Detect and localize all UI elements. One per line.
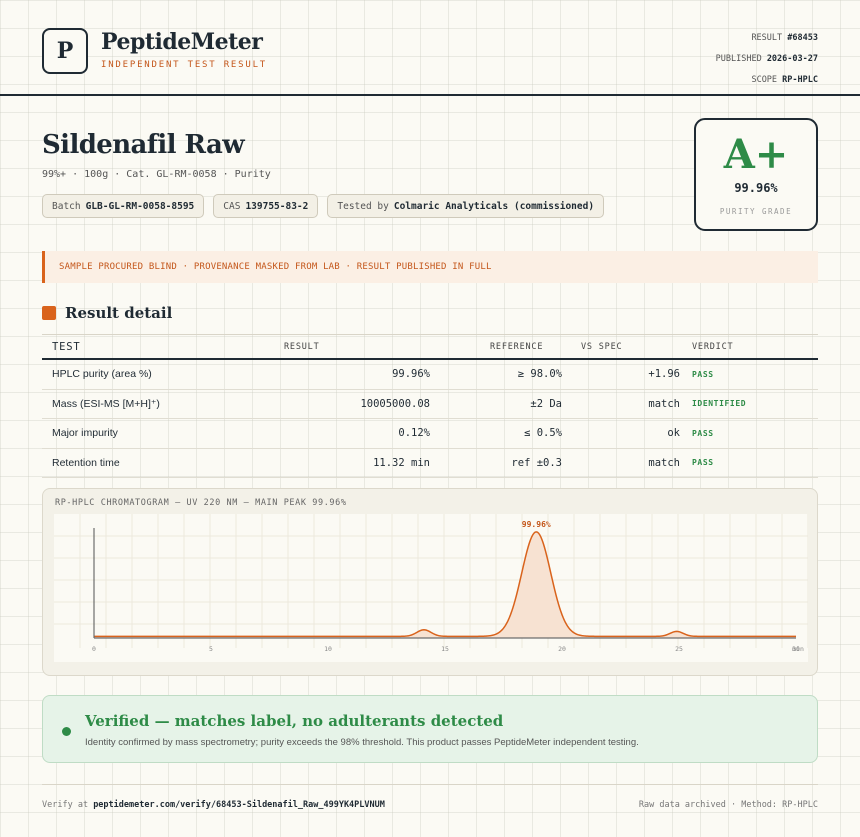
cell-result: 0.12% [398, 427, 430, 440]
result-detail-heading: Result detail [42, 304, 172, 322]
footer-verify: Verify at peptidemeter.com/verify/68453-… [42, 800, 385, 810]
verified-title: Verified — matches label, no adulterants… [85, 712, 504, 730]
report-header: P PeptideMeter INDEPENDENT TEST RESULT R… [0, 0, 860, 96]
table-row: Mass (ESI-MS [M+H]⁺) 10005000.08 ±2 Da m… [42, 390, 818, 419]
table-row: Major impurity 0.12% ≤ 0.5% ok PASS [42, 419, 818, 449]
cell-test: Major impurity [52, 427, 118, 440]
cell-verdict: PASS [692, 369, 714, 379]
result-number: #68453 [787, 33, 818, 43]
published-label: PUBLISHED [715, 54, 762, 64]
header-reference: REFERENCE [490, 341, 544, 352]
cell-reference: ref ±0.3 [511, 456, 562, 469]
cell-reference: ≥ 98.0% [517, 368, 562, 381]
cas-label: CAS [223, 200, 241, 212]
brand-logo: P [42, 28, 88, 74]
x-tick-label: 25 [675, 645, 683, 653]
peak-label: 99.96% [522, 520, 551, 529]
x-tick-label: 0 [92, 645, 96, 653]
cell-vs-spec: match [648, 397, 680, 410]
verified-dot-icon [62, 727, 71, 736]
x-tick-label: 10 [324, 645, 332, 653]
tested-by-chip: Tested by Colmaric Analyticals (commissio… [327, 194, 605, 218]
table-row: Retention time 11.32 min ref ±0.3 match … [42, 449, 818, 478]
batch-chip: Batch GLB-GL-RM-0058-8595 [42, 194, 205, 218]
header-vs-spec: VS SPEC [581, 341, 623, 352]
cell-test: HPLC purity (area %) [52, 368, 152, 381]
brand-name: PeptideMeter [101, 29, 263, 55]
cell-test: Mass (ESI-MS [M+H]⁺) [52, 397, 160, 410]
cell-verdict: PASS [692, 458, 714, 468]
chromatogram-card: RP-HPLC CHROMATOGRAM — UV 220 NM — MAIN … [42, 488, 818, 676]
chromatogram-line [94, 531, 796, 638]
x-tick-label: 15 [441, 645, 449, 653]
cell-reference: ≤ 0.5% [524, 427, 562, 440]
verified-panel: Verified — matches label, no adulterants… [42, 695, 818, 763]
grade-label: PURITY GRADE [719, 207, 793, 216]
cell-vs-spec: match [648, 456, 680, 469]
verified-text: Identity confirmed by mass spectrometry;… [85, 737, 639, 748]
scope-label: SCOPE [751, 75, 778, 85]
header-verdict: VERDICT [692, 341, 734, 352]
cell-result: 10005000.08 [360, 397, 430, 410]
cell-test: Retention time [52, 456, 120, 469]
footer-archive-note: Raw data archived · Method: RP-HPLC [638, 800, 818, 810]
x-tick-label: 20 [558, 645, 566, 653]
grade-value: 99.96% [734, 181, 778, 195]
purity-grade-card: A+ 99.96% PURITY GRADE [694, 118, 818, 231]
tested-label: Tested by [337, 200, 389, 212]
header-test: TEST [52, 340, 81, 353]
x-unit-label: min [792, 645, 804, 653]
cell-vs-spec: ok [667, 427, 680, 440]
result-meta: RESULT #68453 PUBLISHED 2026-03-27 SCOPE… [716, 28, 818, 91]
batch-value: GLB-GL-RM-0058-8595 [85, 200, 195, 212]
results-table: TEST RESULT REFERENCE VS SPEC VERDICT HP… [42, 334, 818, 478]
tested-value: Colmaric Analyticals (commissioned) [393, 200, 595, 212]
verify-link[interactable]: peptidemeter.com/verify/68453-Sildenafil… [93, 800, 385, 810]
table-row: HPLC purity (area %) 99.96% ≥ 98.0% +1.9… [42, 360, 818, 390]
cell-reference: ±2 Da [530, 397, 562, 410]
chart-title: RP-HPLC CHROMATOGRAM — UV 220 NM — MAIN … [55, 498, 347, 508]
scope-value: RP-HPLC [782, 75, 818, 85]
published-date: 2026-03-27 [766, 54, 818, 64]
table-header: TEST RESULT REFERENCE VS SPEC VERDICT [42, 334, 818, 360]
verify-label: Verify at [42, 800, 89, 810]
product-subline: 99%+ · 100g · Cat. GL-RM-0058 · Purity [42, 169, 271, 180]
header-result: RESULT [284, 341, 320, 352]
procurement-banner: SAMPLE PROCURED BLIND · PROVENANCE MASKE… [42, 251, 818, 283]
footer-divider [42, 784, 818, 785]
cell-result: 99.96% [392, 368, 430, 381]
x-tick-label: 30 [792, 645, 800, 653]
product-chips: Batch GLB-GL-RM-0058-8595 CAS 139755-83-2 … [42, 194, 605, 218]
cell-result: 11.32 min [373, 456, 430, 469]
cas-chip: CAS 139755-83-2 [213, 194, 319, 218]
x-tick-label: 5 [209, 645, 213, 653]
grade-letter: A+ [723, 131, 789, 178]
cas-value: 139755-83-2 [245, 200, 309, 212]
section-marker-icon [42, 306, 56, 320]
result-label: RESULT [751, 33, 783, 43]
batch-label: Batch [52, 200, 81, 212]
product-title: Sildenafil Raw [42, 130, 245, 160]
cell-vs-spec: +1.96 [648, 368, 680, 381]
section-title: Result detail [65, 304, 173, 322]
cell-verdict: PASS [692, 428, 714, 438]
cell-verdict: IDENTIFIED [692, 399, 747, 409]
brand-tagline: INDEPENDENT TEST RESULT [101, 60, 268, 70]
